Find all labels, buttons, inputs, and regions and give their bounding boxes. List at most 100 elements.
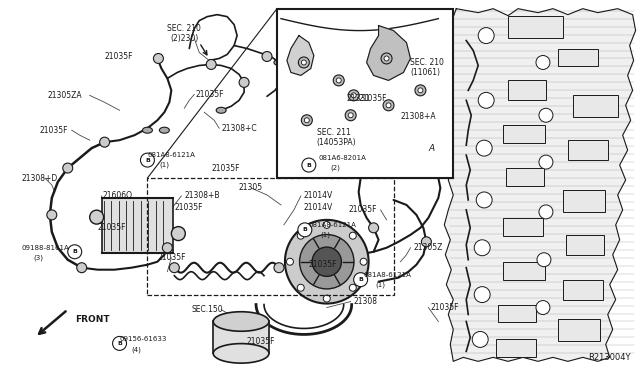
- Text: SEC.150: SEC.150: [191, 305, 223, 314]
- Text: 21305ZA: 21305ZA: [47, 91, 82, 100]
- Ellipse shape: [216, 107, 226, 113]
- Bar: [503, 125, 545, 143]
- Text: 21308+B: 21308+B: [184, 192, 220, 201]
- Circle shape: [100, 137, 109, 147]
- Text: 21305: 21305: [239, 183, 263, 192]
- Polygon shape: [287, 36, 314, 76]
- Circle shape: [388, 103, 399, 113]
- Circle shape: [384, 56, 389, 61]
- Text: 21606Q: 21606Q: [102, 192, 132, 201]
- Circle shape: [140, 153, 154, 167]
- Bar: [508, 80, 546, 100]
- Text: 081A6-8201A: 081A6-8201A: [319, 155, 367, 161]
- Text: (1): (1): [376, 281, 385, 288]
- Bar: [508, 16, 563, 38]
- Bar: [563, 280, 603, 299]
- Bar: [558, 48, 598, 67]
- Circle shape: [478, 92, 494, 108]
- Text: (14053PA): (14053PA): [317, 138, 356, 147]
- Circle shape: [474, 286, 490, 302]
- Text: 081A8-6121A: 081A8-6121A: [147, 152, 195, 158]
- Circle shape: [349, 284, 356, 291]
- Bar: [147, 178, 394, 295]
- Circle shape: [163, 243, 172, 253]
- Bar: [277, 9, 453, 178]
- Circle shape: [297, 284, 304, 291]
- Text: A: A: [428, 144, 435, 153]
- Text: 21035F: 21035F: [195, 90, 224, 99]
- Circle shape: [345, 110, 356, 121]
- Circle shape: [77, 263, 86, 273]
- Circle shape: [113, 336, 127, 350]
- Text: (2): (2): [331, 165, 340, 171]
- Circle shape: [63, 163, 73, 173]
- Circle shape: [336, 78, 341, 83]
- Text: 21035F: 21035F: [157, 253, 186, 262]
- Circle shape: [349, 232, 356, 239]
- Text: 21014V: 21014V: [304, 203, 333, 212]
- Circle shape: [381, 53, 392, 64]
- Text: B: B: [72, 249, 77, 254]
- Bar: [568, 140, 608, 160]
- Text: (3): (3): [34, 254, 44, 261]
- Circle shape: [360, 258, 367, 265]
- Circle shape: [418, 88, 423, 93]
- Text: B: B: [358, 277, 363, 282]
- Text: SEC. 211: SEC. 211: [317, 128, 351, 137]
- Circle shape: [333, 75, 344, 86]
- Circle shape: [472, 331, 488, 347]
- Circle shape: [302, 158, 316, 172]
- Bar: [503, 262, 545, 280]
- Text: SEC. 210: SEC. 210: [168, 24, 201, 33]
- Circle shape: [154, 54, 163, 64]
- Text: 21331: 21331: [347, 94, 371, 103]
- Circle shape: [536, 301, 550, 314]
- Text: (1): (1): [159, 162, 170, 168]
- Circle shape: [68, 245, 82, 259]
- Circle shape: [90, 210, 104, 224]
- Text: 21035F: 21035F: [97, 223, 126, 232]
- Text: 21308+D: 21308+D: [22, 173, 58, 183]
- Circle shape: [476, 192, 492, 208]
- Text: B: B: [117, 341, 122, 346]
- Circle shape: [274, 263, 284, 273]
- Text: 21014V: 21014V: [304, 192, 333, 201]
- Text: 21308+C: 21308+C: [221, 124, 257, 133]
- Circle shape: [206, 60, 216, 70]
- Polygon shape: [367, 26, 410, 80]
- Circle shape: [301, 115, 312, 126]
- Circle shape: [300, 234, 354, 289]
- Text: FRONT: FRONT: [75, 315, 109, 324]
- Text: 21035F: 21035F: [247, 337, 275, 346]
- Circle shape: [474, 240, 490, 256]
- Circle shape: [421, 237, 431, 247]
- Text: 21035F: 21035F: [104, 52, 132, 61]
- Circle shape: [362, 160, 372, 170]
- Bar: [558, 320, 600, 341]
- Text: 21035F: 21035F: [348, 205, 376, 214]
- Bar: [498, 305, 536, 323]
- Circle shape: [415, 85, 426, 96]
- Circle shape: [369, 223, 379, 233]
- Text: 21035F: 21035F: [430, 303, 459, 312]
- Text: B: B: [303, 227, 307, 232]
- Text: 09188-8161A: 09188-8161A: [22, 245, 70, 251]
- Circle shape: [262, 51, 272, 61]
- Text: 21308+A: 21308+A: [401, 112, 436, 121]
- Bar: [506, 168, 544, 186]
- Circle shape: [536, 55, 550, 70]
- Text: 21308: 21308: [354, 297, 378, 306]
- Circle shape: [297, 232, 304, 239]
- Circle shape: [476, 140, 492, 156]
- Ellipse shape: [159, 127, 170, 133]
- Text: R213004Y: R213004Y: [588, 353, 630, 362]
- Text: 081A8-6121A: 081A8-6121A: [309, 222, 356, 228]
- Circle shape: [172, 227, 186, 241]
- Text: 21035F: 21035F: [211, 164, 240, 173]
- Ellipse shape: [213, 312, 269, 331]
- Bar: [503, 218, 543, 236]
- Circle shape: [323, 221, 330, 228]
- Circle shape: [285, 220, 369, 304]
- Bar: [566, 235, 604, 255]
- Circle shape: [383, 100, 394, 111]
